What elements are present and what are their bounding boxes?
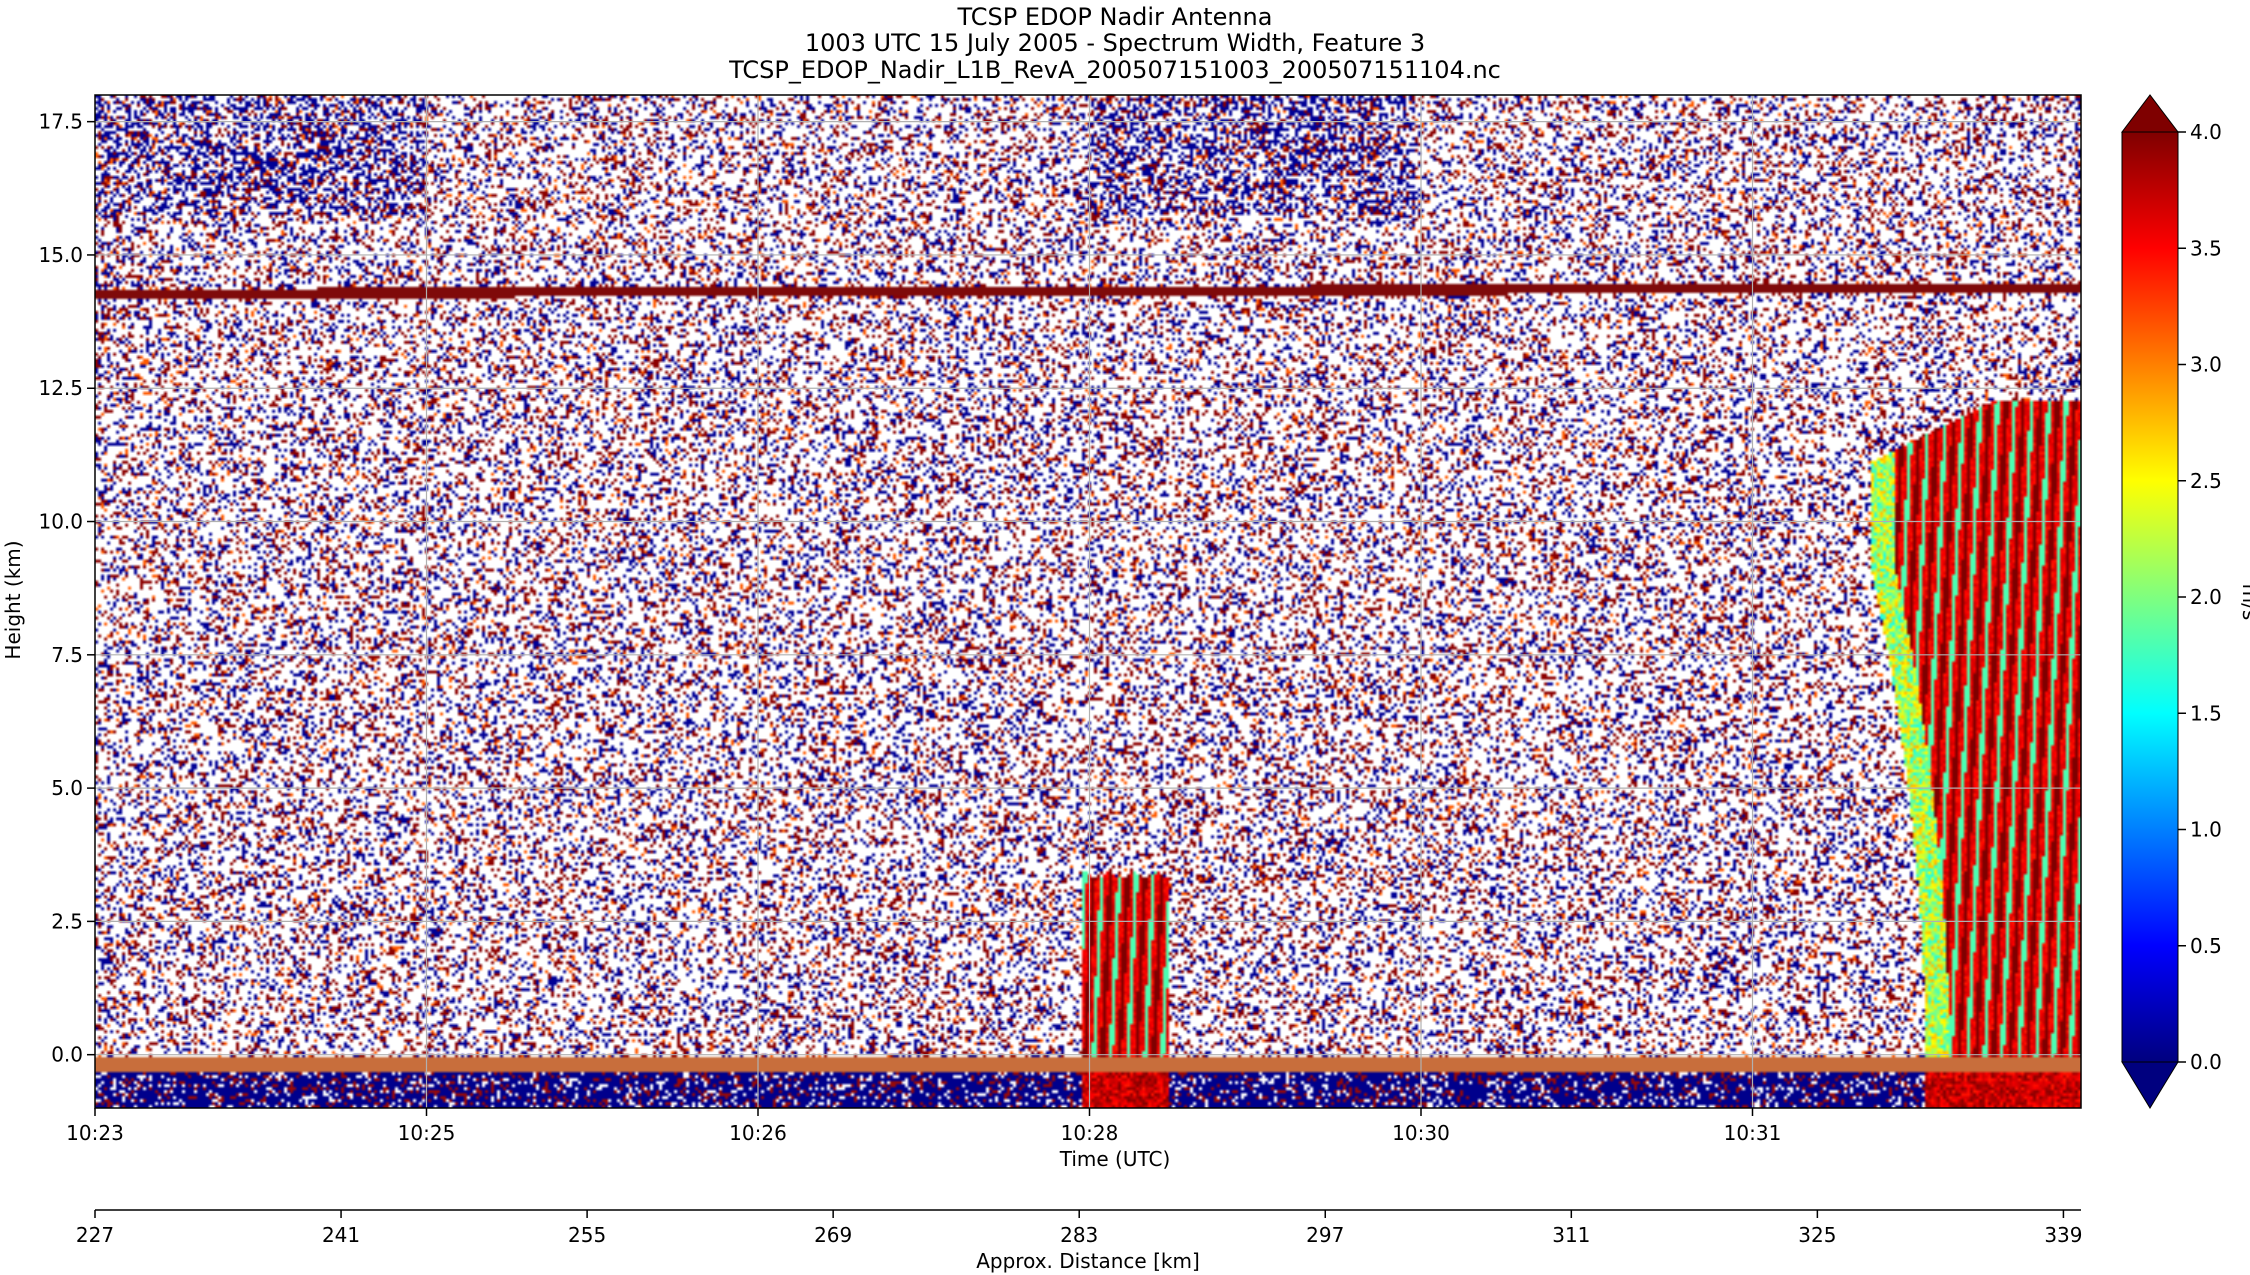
colorbar-tick-label: 0.5 — [2190, 934, 2222, 958]
y-tick-label: 12.5 — [38, 376, 83, 400]
distance-tick-label: 283 — [1060, 1223, 1098, 1247]
x-tick-label: 10:31 — [1724, 1121, 1782, 1145]
colorbar-tick-label: 1.5 — [2190, 701, 2222, 725]
colorbar-gradient — [2121, 131, 2179, 1063]
distance-tick-label: 297 — [1306, 1223, 1344, 1247]
y-tick-label: 15.0 — [38, 243, 83, 267]
title-line-3: TCSP_EDOP_Nadir_L1B_RevA_200507151003_20… — [728, 56, 1501, 84]
title-line-1: TCSP EDOP Nadir Antenna — [957, 3, 1273, 31]
distance-tick-label: 241 — [322, 1223, 360, 1247]
x-tick-label: 10:26 — [729, 1121, 787, 1145]
x-tick-label: 10:30 — [1392, 1121, 1450, 1145]
colorbar-label: m/s — [2238, 584, 2250, 621]
y-axis-label: Height (km) — [1, 540, 25, 659]
colorbar-extend-min — [2121, 1061, 2179, 1109]
distance-tick-label: 269 — [814, 1223, 852, 1247]
colorbar-extend-max — [2120, 94, 2180, 133]
distance-axis-label: Approx. Distance [km] — [976, 1249, 1200, 1273]
colorbar-ticks: 0.0 0.5 1.0 1.5 2.0 2.5 3.0 3.5 4.0 — [2178, 120, 2222, 1074]
colorbar-tick-label: 3.0 — [2190, 353, 2222, 377]
y-axis: 0.0 2.5 5.0 7.5 10.0 12.5 15.0 17.5 — [38, 110, 95, 1067]
x-tick-label: 10:28 — [1061, 1121, 1119, 1145]
colorbar-tick-label: 4.0 — [2190, 120, 2222, 144]
title-line-2: 1003 UTC 15 July 2005 - Spectrum Width, … — [805, 29, 1425, 57]
x-tick-label: 10:25 — [398, 1121, 456, 1145]
x-tick-label: 10:23 — [66, 1121, 124, 1145]
distance-tick-label: 311 — [1552, 1223, 1590, 1247]
y-tick-label: 2.5 — [51, 909, 83, 933]
y-tick-label: 0.0 — [51, 1043, 83, 1067]
y-tick-label: 17.5 — [38, 110, 83, 134]
distance-tick-label: 325 — [1798, 1223, 1836, 1247]
y-tick-label: 10.0 — [38, 510, 83, 534]
x-axis: 10:23 10:25 10:26 10:28 10:30 10:31 — [66, 1108, 1781, 1145]
x-axis-label: Time (UTC) — [1059, 1147, 1171, 1171]
colorbar-tick-label: 0.0 — [2190, 1050, 2222, 1074]
heatmap-image — [95, 95, 2081, 1108]
plot-frame — [94, 94, 2082, 1109]
chart-title: TCSP EDOP Nadir Antenna 1003 UTC 15 July… — [728, 3, 1501, 84]
distance-tick-label: 227 — [76, 1223, 114, 1247]
y-tick-label: 5.0 — [51, 776, 83, 800]
colorbar: 0.0 0.5 1.0 1.5 2.0 2.5 3.0 3.5 4.0 — [2120, 94, 2222, 1109]
colorbar-tick-label: 3.5 — [2190, 236, 2222, 260]
distance-tick-label: 255 — [568, 1223, 606, 1247]
colorbar-tick-label: 2.5 — [2190, 469, 2222, 493]
colorbar-tick-label: 1.0 — [2190, 818, 2222, 842]
distance-tick-label: 339 — [2044, 1223, 2082, 1247]
colorbar-tick-label: 2.0 — [2190, 585, 2222, 609]
y-tick-label: 7.5 — [51, 643, 83, 667]
grid-lines — [95, 95, 2081, 1108]
distance-axis: 227 241 255 269 283 297 311 325 339 — [76, 1209, 2083, 1247]
